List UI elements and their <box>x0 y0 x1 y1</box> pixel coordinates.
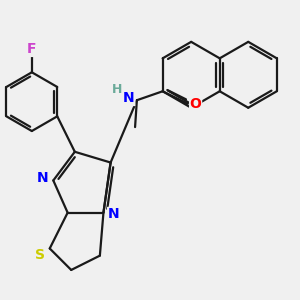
Text: N: N <box>37 171 48 184</box>
Text: O: O <box>190 97 202 111</box>
Text: N: N <box>108 208 119 221</box>
Text: S: S <box>35 248 45 262</box>
Text: H: H <box>112 83 122 96</box>
Text: F: F <box>26 42 36 56</box>
Text: N: N <box>123 92 135 105</box>
